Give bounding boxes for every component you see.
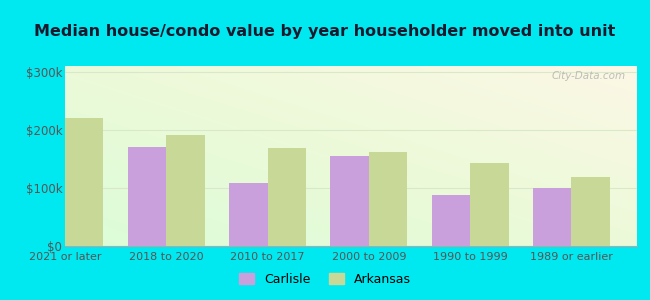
Bar xyxy=(330,156,369,246)
Bar xyxy=(229,183,268,246)
Legend: Carlisle, Arkansas: Carlisle, Arkansas xyxy=(234,268,416,291)
Text: City-Data.com: City-Data.com xyxy=(551,71,625,81)
Bar xyxy=(470,163,508,246)
Bar xyxy=(432,195,470,246)
Text: Median house/condo value by year householder moved into unit: Median house/condo value by year househo… xyxy=(34,24,616,39)
Bar xyxy=(369,152,408,246)
Bar xyxy=(128,147,166,246)
Bar xyxy=(268,148,306,246)
Bar xyxy=(571,178,610,246)
Bar xyxy=(166,134,205,246)
Bar xyxy=(65,118,103,246)
Bar xyxy=(533,188,571,246)
